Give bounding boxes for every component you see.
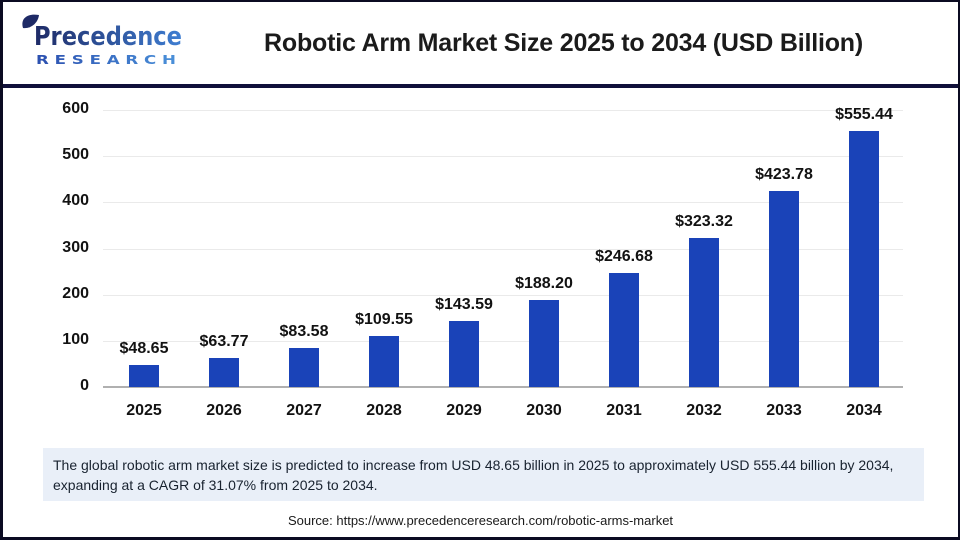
- x-tick-label: 2025: [126, 402, 162, 419]
- gridline: [103, 202, 903, 204]
- y-tick-label: 400: [62, 192, 89, 210]
- bar-2032: [689, 237, 719, 387]
- y-tick-label: 200: [62, 284, 89, 302]
- header: Precedence R E S E A R C H Robotic Arm M…: [3, 2, 958, 84]
- gridline: [103, 294, 903, 296]
- bar-2034: [849, 130, 879, 387]
- x-tick-label: 2030: [526, 402, 562, 419]
- x-tick-label: 2034: [846, 402, 882, 419]
- bar-value-label: $246.68: [595, 248, 653, 266]
- source-line: Source: https://www.precedenceresearch.c…: [287, 513, 674, 528]
- y-tick-label: 500: [62, 146, 89, 164]
- bar-2030: [529, 300, 559, 387]
- bar-2029: [449, 320, 479, 387]
- bar-value-label: $63.77: [199, 332, 249, 350]
- summary-note-text: The global robotic arm market size is pr…: [53, 457, 894, 493]
- bar-value-label: $188.20: [515, 275, 573, 293]
- y-tick-label: 300: [62, 238, 89, 256]
- bar-value-label: $323.32: [675, 212, 733, 230]
- y-tick-label: 100: [62, 330, 89, 348]
- bar-2027: [289, 348, 319, 387]
- x-tick-label: 2033: [766, 402, 802, 419]
- bar-value-label: $48.65: [119, 339, 169, 357]
- x-tick-label: 2027: [286, 402, 322, 419]
- x-tick-label: 2028: [366, 402, 402, 419]
- x-tick-label: 2031: [606, 402, 642, 419]
- gridline: [103, 340, 903, 342]
- x-tick-label: 2029: [446, 402, 482, 419]
- x-tick-label: 2026: [206, 402, 242, 419]
- leaf-icon: [22, 14, 39, 28]
- bar-value-label: $83.58: [279, 323, 329, 341]
- logo-sub-text: R E S E A R C H: [36, 53, 176, 67]
- x-tick-label: 2032: [686, 402, 722, 419]
- y-tick-label: 600: [62, 100, 89, 117]
- bar-value-label: $109.55: [355, 311, 413, 329]
- bar-2033: [769, 191, 799, 387]
- title-area: Robotic Arm Market Size 2025 to 2034 (US…: [193, 29, 958, 58]
- logo-brand-text: Precedence: [34, 22, 182, 52]
- bar-2028: [369, 336, 399, 387]
- gridline: [103, 248, 903, 250]
- logo-graphic: Precedence R E S E A R C H: [22, 14, 182, 67]
- bar-value-label: $423.78: [755, 166, 813, 184]
- bar-value-label: $143.59: [435, 295, 493, 313]
- bar-chart: 0 100 200 300 400 500 600 $48.65 2025 $63.77 2026 $…: [3, 88, 958, 444]
- bar-value-label: $555.44: [835, 105, 893, 123]
- y-tick-label: 0: [80, 377, 89, 394]
- bar-2031: [609, 273, 639, 387]
- summary-note: The global robotic arm market size is pr…: [43, 448, 924, 501]
- gridline: [103, 110, 903, 111]
- precedence-research-logo: Precedence R E S E A R C H: [3, 12, 193, 75]
- gridline: [103, 156, 903, 158]
- page-title: Robotic Arm Market Size 2025 to 2034 (US…: [264, 28, 863, 57]
- bar-2026: [209, 357, 239, 387]
- x-axis-baseline: [103, 386, 903, 388]
- bar-2025: [129, 364, 159, 387]
- header-divider: [3, 84, 958, 88]
